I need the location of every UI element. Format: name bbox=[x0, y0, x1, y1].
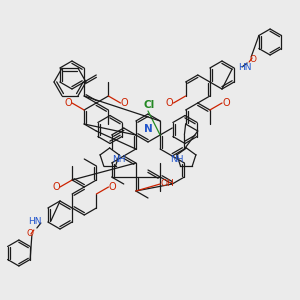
Text: NH: NH bbox=[112, 155, 125, 164]
Text: N: N bbox=[144, 124, 152, 134]
Text: O: O bbox=[121, 98, 128, 108]
Text: NH: NH bbox=[170, 155, 184, 164]
Text: O: O bbox=[166, 98, 173, 108]
Text: OH: OH bbox=[160, 179, 174, 188]
Text: O: O bbox=[64, 98, 72, 108]
Text: HN: HN bbox=[28, 218, 42, 226]
Text: O: O bbox=[26, 229, 33, 238]
Text: HN: HN bbox=[238, 64, 252, 73]
Text: Cl: Cl bbox=[143, 100, 155, 110]
Text: O: O bbox=[52, 182, 60, 192]
Text: O: O bbox=[250, 55, 256, 64]
Text: O: O bbox=[222, 98, 230, 108]
Text: O: O bbox=[109, 182, 116, 192]
